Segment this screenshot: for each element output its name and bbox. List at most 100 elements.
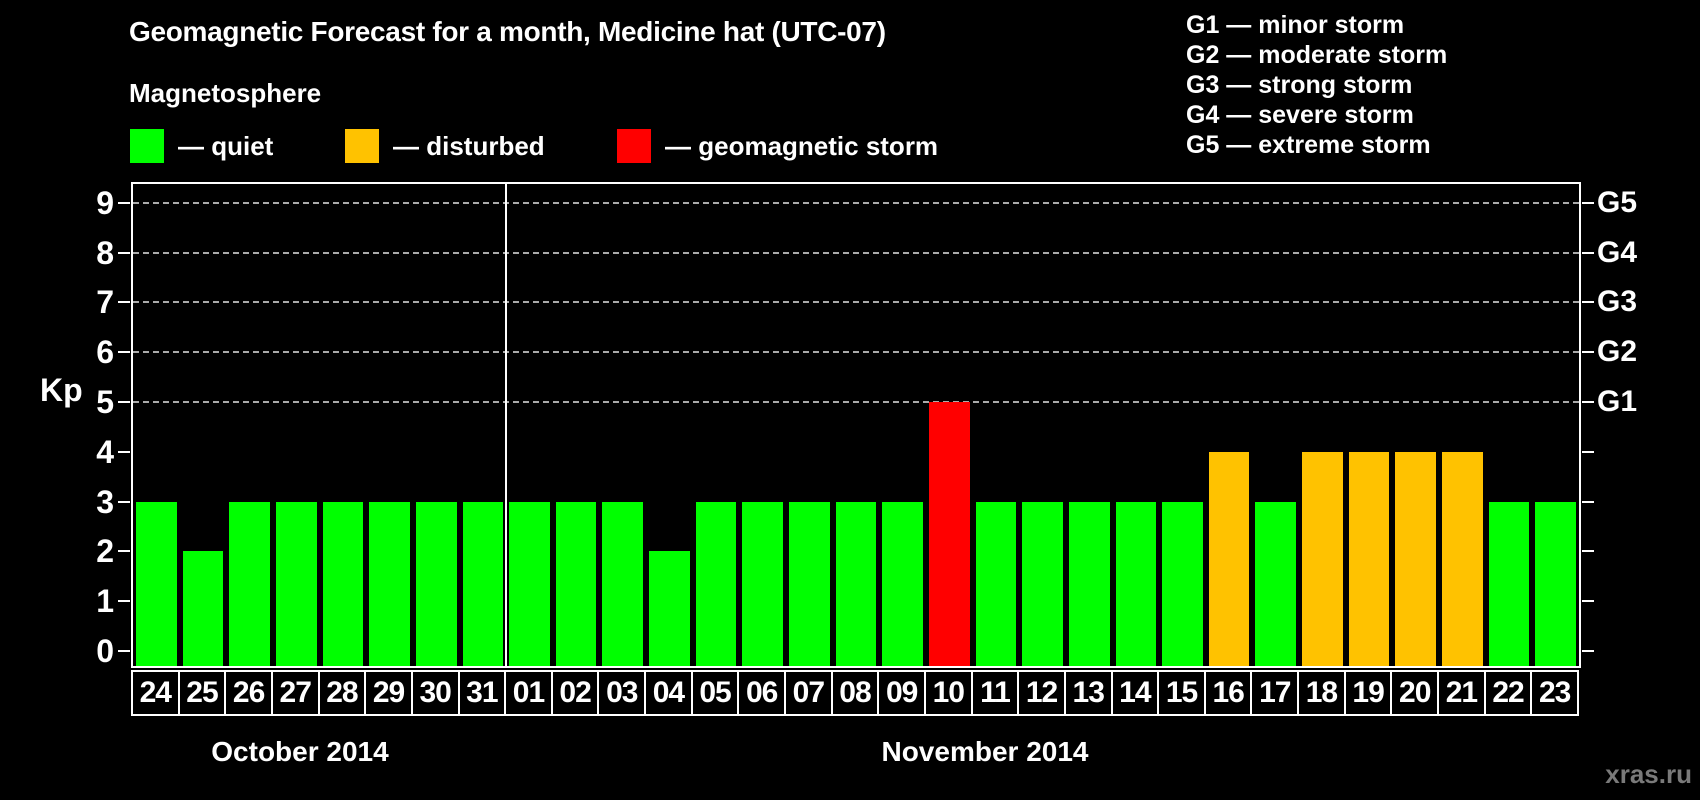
kp-bar-day-30	[415, 501, 457, 666]
kp-tick-left	[118, 251, 130, 254]
kp-tick-label: 4	[96, 433, 114, 470]
y-axis-label: Kp	[40, 372, 83, 408]
g-axis-label-g5: G5	[1597, 185, 1638, 219]
legend-label-disturbed: — disturbed	[393, 130, 545, 161]
day-cell: 07	[784, 670, 833, 716]
kp-tick-label: 3	[96, 483, 114, 520]
day-cell: 29	[364, 670, 413, 716]
month-label-november: November 2014	[881, 736, 1089, 767]
kp-bar-day-01	[509, 501, 550, 666]
day-cell: 24	[131, 670, 180, 716]
kp-bar-day-11	[975, 501, 1017, 666]
kp-tick-right	[1582, 401, 1594, 403]
legend-label-quiet: — quiet	[178, 130, 274, 161]
day-cell: 26	[224, 670, 273, 716]
kp-tick-right	[1582, 201, 1594, 204]
day-cell: 01	[504, 670, 553, 716]
kp-tick-left	[118, 500, 130, 503]
kp-bar-day-14	[1115, 501, 1157, 666]
quiet-swatch-icon	[130, 129, 164, 163]
kp-tick-right	[1582, 251, 1594, 254]
day-cell: 05	[690, 670, 740, 716]
day-cell: 28	[317, 670, 367, 716]
day-cell: 19	[1343, 670, 1393, 716]
legend-label-storm: — geomagnetic storm	[665, 130, 939, 161]
kp-bar-day-06	[742, 501, 784, 666]
g-axis-label-g1: G1	[1597, 385, 1638, 418]
kp-tick-label: 8	[96, 234, 114, 271]
day-cell: 06	[737, 670, 787, 716]
kp-bar-day-20	[1395, 451, 1437, 666]
day-cell: 04	[644, 670, 693, 716]
kp-tick-right	[1582, 600, 1594, 603]
day-cell: 18	[1297, 670, 1346, 716]
kp-bar-day-23	[1535, 501, 1576, 666]
storm-swatch-icon	[617, 129, 651, 163]
disturbed-swatch-icon	[345, 129, 379, 163]
kp-bar-day-31	[462, 501, 504, 666]
g-axis-label-g4: G4	[1597, 235, 1638, 269]
day-cell: 09	[877, 670, 926, 716]
g-legend-line-g5: G5 — extreme storm	[1186, 131, 1431, 159]
gridline-kp7	[133, 301, 1579, 304]
kp-bar-day-21	[1442, 451, 1483, 666]
kp-bar-day-07	[789, 501, 830, 666]
page-title: Geomagnetic Forecast for a month, Medici…	[129, 16, 886, 47]
g-axis-label-g3: G3	[1597, 285, 1638, 319]
kp-tick-label: 6	[96, 334, 114, 371]
kp-tick-label: 9	[96, 184, 114, 221]
kp-tick-left	[118, 351, 130, 354]
kp-bar-day-24	[136, 501, 177, 666]
kp-tick-label: 5	[96, 384, 114, 420]
kp-bar-day-13	[1068, 501, 1110, 666]
day-cell: 15	[1157, 670, 1206, 716]
kp-bar-day-12	[1022, 501, 1063, 666]
gridline-kp5	[133, 401, 1579, 403]
legend-item-storm: — geomagnetic storm	[617, 129, 938, 163]
g-legend-line-g4: G4 — severe storm	[1186, 101, 1414, 129]
gridline-kp6	[133, 351, 1579, 354]
kp-tick-label: 7	[96, 284, 114, 321]
kp-tick-left	[118, 450, 130, 453]
g-legend-line-g2: G2 — moderate storm	[1186, 41, 1448, 69]
kp-bar-day-29	[369, 501, 410, 666]
day-cell: 21	[1437, 670, 1486, 716]
kp-tick-label: 2	[96, 533, 114, 570]
kp-bar-day-15	[1162, 501, 1203, 666]
kp-bar-day-19	[1348, 451, 1390, 666]
day-cell: 14	[1110, 670, 1160, 716]
day-cell: 03	[597, 670, 647, 716]
kp-bar-day-09	[882, 501, 923, 666]
day-cell: 23	[1530, 670, 1579, 716]
day-cell: 27	[270, 670, 320, 716]
day-cell: 30	[410, 670, 460, 716]
kp-bar-day-05	[695, 501, 737, 666]
day-cell: 11	[970, 670, 1020, 716]
g-legend-line-g1: G1 — minor storm	[1186, 11, 1405, 39]
kp-tick-right	[1582, 450, 1594, 453]
day-cell: 20	[1390, 670, 1440, 716]
kp-bar-day-08	[835, 501, 877, 666]
day-cell: 12	[1017, 670, 1066, 716]
g-axis-label-g2: G2	[1597, 335, 1638, 369]
kp-bar-day-16	[1208, 451, 1250, 666]
kp-bar-day-22	[1488, 501, 1530, 666]
kp-bar-day-26	[229, 501, 270, 666]
kp-tick-left	[118, 401, 130, 403]
day-cell: 17	[1250, 670, 1300, 716]
day-cell: 22	[1483, 670, 1533, 716]
kp-tick-right	[1582, 650, 1594, 652]
day-cell: 10	[923, 670, 973, 716]
chart-subtitle: Magnetosphere	[129, 78, 322, 108]
kp-tick-label: 1	[96, 583, 114, 620]
kp-tick-left	[118, 201, 130, 204]
kp-bar-day-18	[1302, 451, 1343, 666]
kp-tick-left	[118, 550, 130, 553]
kp-bar-day-10	[928, 402, 970, 666]
kp-bar-day-25	[182, 551, 224, 666]
plot-area	[131, 182, 1581, 668]
day-cell: 31	[457, 670, 507, 716]
watermark: xras.ru	[1605, 759, 1692, 789]
gridline-kp8	[133, 251, 1579, 254]
